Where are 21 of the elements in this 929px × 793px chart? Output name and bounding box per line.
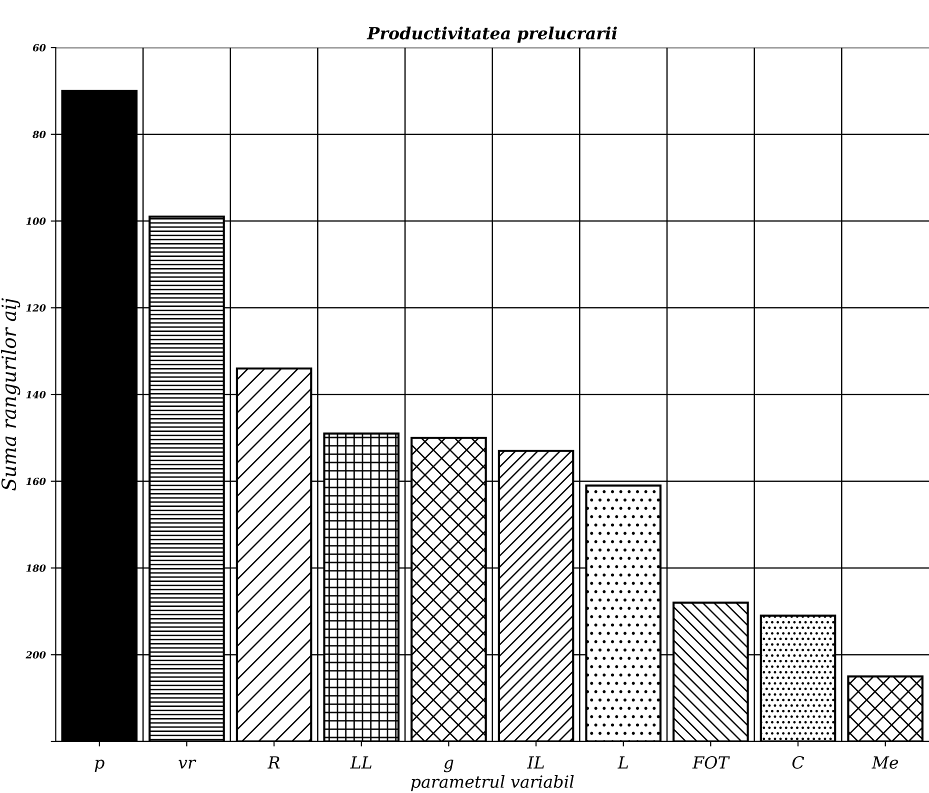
y-axis-title: Suma rangurilor aij xyxy=(1,298,20,491)
y-tick-label: 160 xyxy=(26,478,46,486)
x-tick-label: R xyxy=(268,756,280,769)
y-tick-label: 60 xyxy=(32,44,46,52)
x-tick-label: IL xyxy=(526,756,544,769)
y-tick-label: 80 xyxy=(32,130,46,138)
y-tick-label: 200 xyxy=(26,651,46,659)
chart-title: Productivitatea prelucrarii xyxy=(366,26,617,43)
y-tick-label: 100 xyxy=(26,218,46,225)
x-tick-label: FOT xyxy=(692,756,730,769)
y-tick-label: 120 xyxy=(26,304,46,312)
x-tick-label: g xyxy=(444,760,454,772)
x-tick-label: C xyxy=(792,756,804,769)
x-tick-label: LL xyxy=(350,756,372,769)
x-tick-label: vr xyxy=(178,760,196,769)
x-axis-title: parametrul variabil xyxy=(411,775,574,792)
x-tick-label: p xyxy=(94,760,104,772)
y-tick-label: 140 xyxy=(26,390,46,398)
x-tick-label: Me xyxy=(872,756,898,769)
y-tick-label: 180 xyxy=(26,564,46,572)
x-tick-label: L xyxy=(618,756,628,769)
